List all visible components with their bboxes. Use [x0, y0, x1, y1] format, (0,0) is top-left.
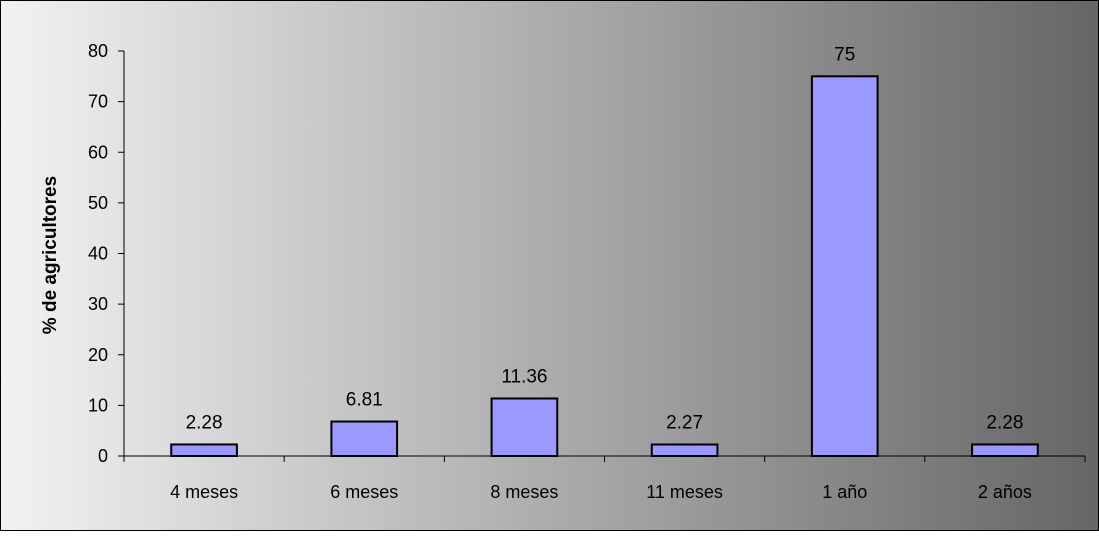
y-tick-label: 0: [98, 446, 108, 466]
x-category-label: 2 años: [978, 482, 1032, 502]
data-label: 2.28: [186, 412, 223, 433]
bar: [490, 397, 559, 457]
y-tick-label: 20: [88, 345, 108, 365]
bar: [971, 443, 1039, 457]
x-category-label: 11 meses: [646, 482, 723, 502]
y-tick-label: 50: [88, 193, 108, 213]
data-label: 2.28: [986, 412, 1023, 433]
x-category-label: 1 año: [822, 482, 867, 502]
y-tick-label: 70: [88, 92, 108, 112]
x-axis-ticks: [123, 456, 1086, 462]
y-tick-label: 30: [88, 294, 108, 314]
bar: [170, 443, 238, 457]
data-label: 75: [834, 44, 855, 65]
data-label: 6.81: [346, 390, 383, 411]
y-tick-label: 60: [88, 142, 108, 162]
bar: [330, 420, 399, 458]
y-axis-ticks: 0 10 20 30 40 50 60 70 80: [88, 41, 124, 466]
bar-series: [170, 75, 1039, 458]
data-label: 11.36: [501, 366, 547, 387]
y-tick-label: 80: [88, 41, 108, 61]
x-category-label: 4 meses: [170, 482, 238, 502]
x-axis-labels: 4 meses 6 meses 8 meses 11 meses 1 año 2 años: [170, 482, 1032, 502]
y-tick-label: 10: [88, 395, 108, 415]
bar: [810, 75, 879, 457]
data-labels: 2.28 6.81 11.36 2.27 75 2.28: [186, 44, 1024, 433]
x-category-label: 8 meses: [490, 482, 558, 502]
y-tick-label: 40: [88, 244, 108, 264]
y-axis-title: % de agricultores: [40, 176, 61, 334]
x-category-label: 6 meses: [330, 482, 398, 502]
data-label: 2.27: [666, 413, 703, 434]
bar: [650, 443, 719, 457]
